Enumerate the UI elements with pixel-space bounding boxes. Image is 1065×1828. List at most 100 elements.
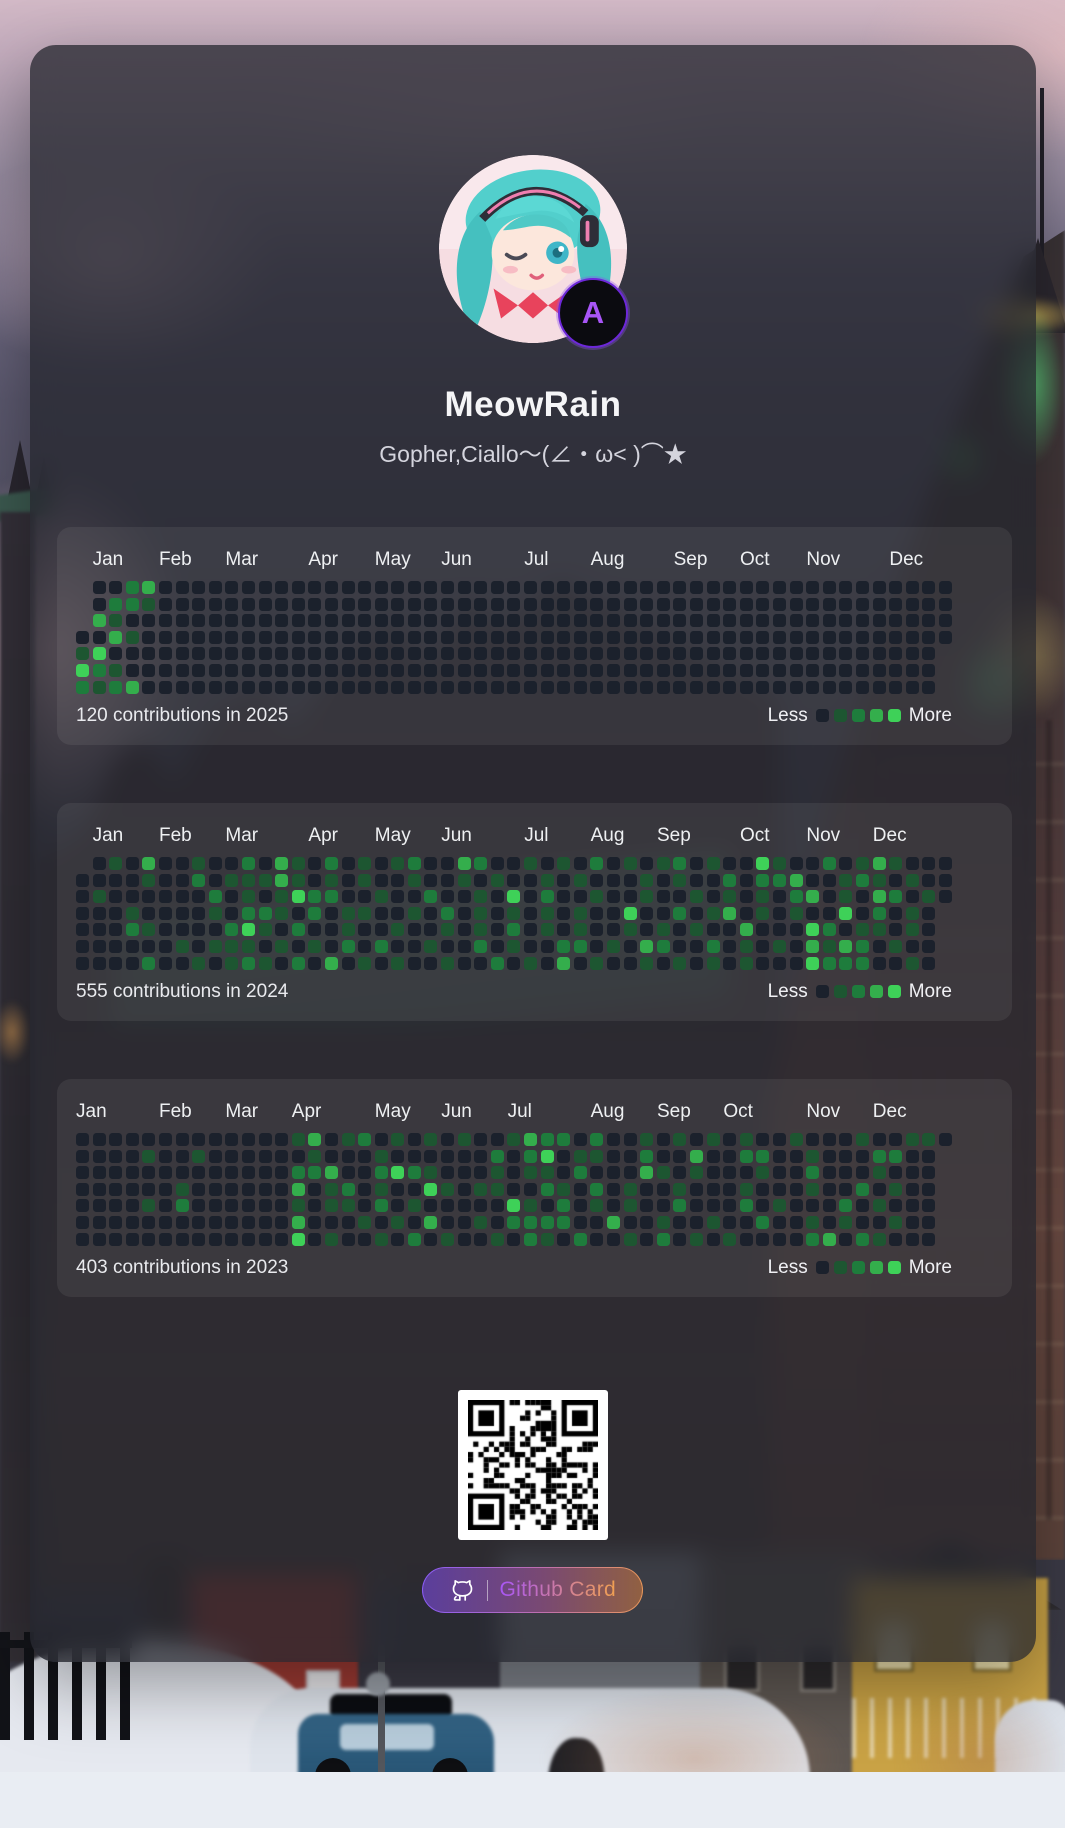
heatmap-cell [225, 857, 239, 870]
heatmap-cell [855, 1215, 869, 1229]
heatmap-cell [739, 630, 753, 644]
heatmap-cell [109, 1215, 123, 1229]
heatmap-cell [524, 630, 538, 644]
heatmap-cell [640, 614, 654, 628]
heatmap-cell [125, 1166, 139, 1180]
heatmap-cell [607, 873, 620, 887]
month-label: Apr [308, 549, 338, 570]
heatmap-cell [92, 1182, 106, 1196]
heatmap-cell [706, 1182, 720, 1196]
heatmap-cell [441, 597, 455, 611]
legend-swatch [815, 985, 829, 999]
heatmap-cell [507, 663, 521, 677]
heatmap-cell [723, 597, 737, 611]
heatmap-cell [673, 614, 687, 628]
heatmap-cell [706, 857, 720, 870]
month-label: Mar [225, 549, 259, 570]
heatmap-cell [540, 1215, 554, 1229]
heatmap-cell [623, 663, 637, 677]
heatmap-cell [772, 873, 786, 887]
heatmap-cell [208, 956, 222, 970]
heatmap-cell [524, 1133, 538, 1146]
heatmap-cell [142, 1133, 156, 1146]
heatmap-cell [158, 890, 172, 904]
heatmap-cell [407, 857, 421, 870]
heatmap-cell [407, 1149, 421, 1163]
month-label: Sep [657, 825, 691, 846]
heatmap-cell [208, 647, 222, 661]
heatmap-cell [689, 1215, 703, 1229]
heatmap-cell [922, 663, 936, 677]
heatmap-cell [490, 647, 504, 661]
heatmap-cell [92, 1232, 106, 1246]
heatmap-cell [424, 923, 438, 937]
heatmap-cell [241, 956, 255, 970]
month-label: Jul [524, 825, 549, 846]
heatmap-cell [391, 906, 405, 920]
heatmap-cell [109, 614, 123, 628]
heatmap-cell [590, 923, 604, 937]
github-card-button[interactable]: Github Card [422, 1567, 643, 1613]
heatmap-cell [275, 857, 289, 870]
heatmap-cell [623, 1232, 637, 1246]
heatmap-cell [640, 956, 654, 970]
heatmap-cell [241, 630, 255, 644]
heatmap-cell [789, 1232, 803, 1246]
heatmap-cell [905, 1199, 919, 1213]
heatmap-cell [391, 647, 405, 661]
heatmap-cell [391, 890, 405, 904]
heatmap-cell [291, 857, 305, 870]
heatmap-cell [855, 857, 869, 870]
heatmap-cell [441, 1149, 455, 1163]
heatmap-cell [855, 1182, 869, 1196]
heatmap-cell [573, 1149, 587, 1163]
heatmap-cell [158, 1133, 172, 1146]
heatmap-cell [358, 663, 372, 677]
heatmap-cell [407, 1232, 421, 1246]
heatmap-cell [573, 1166, 587, 1180]
heatmap-cell [92, 939, 106, 953]
heatmap-cell [623, 906, 637, 920]
heatmap-cell [275, 1166, 289, 1180]
heatmap-cell [291, 597, 305, 611]
heatmap-cell [889, 1199, 903, 1213]
heatmap-cell [258, 597, 272, 611]
heatmap-cell [723, 1215, 737, 1229]
heatmap-cell [922, 1232, 936, 1246]
heatmap-cell [474, 614, 488, 628]
heatmap-cell [424, 614, 438, 628]
heatmap-cell [922, 1182, 936, 1196]
heatmap-cell [607, 956, 620, 970]
heatmap-cell [557, 906, 571, 920]
heatmap-cell [457, 1215, 471, 1229]
heatmap-cell [76, 873, 89, 887]
heatmap-cell [772, 1232, 786, 1246]
heatmap-cell [806, 923, 820, 937]
heatmap-cell [275, 1182, 289, 1196]
heatmap-cell [258, 630, 272, 644]
heatmap-cell [590, 1133, 604, 1146]
heatmap-cell [258, 663, 272, 677]
heatmap-cell [706, 906, 720, 920]
heatmap-cell [158, 873, 172, 887]
heatmap-cell [175, 581, 189, 594]
heatmap-cell [457, 857, 471, 870]
month-label: Jun [441, 825, 472, 846]
heatmap-cell [789, 597, 803, 611]
heatmap-cell [607, 857, 620, 870]
heatmap-cell [158, 581, 172, 594]
legend-swatches [815, 985, 901, 999]
heatmap-cell [922, 581, 936, 594]
heatmap-cell [374, 1133, 388, 1146]
heatmap-cell [855, 614, 869, 628]
heatmap-cell [308, 1166, 322, 1180]
heatmap-cell [573, 857, 587, 870]
heatmap-cell [590, 1182, 604, 1196]
heatmap-cell [457, 1199, 471, 1213]
heatmap-cell [407, 1199, 421, 1213]
heatmap-cell [441, 663, 455, 677]
heatmap-cell [308, 873, 322, 887]
heatmap-cell [109, 906, 123, 920]
heatmap-cell [391, 1232, 405, 1246]
month-label: Oct [740, 549, 770, 570]
